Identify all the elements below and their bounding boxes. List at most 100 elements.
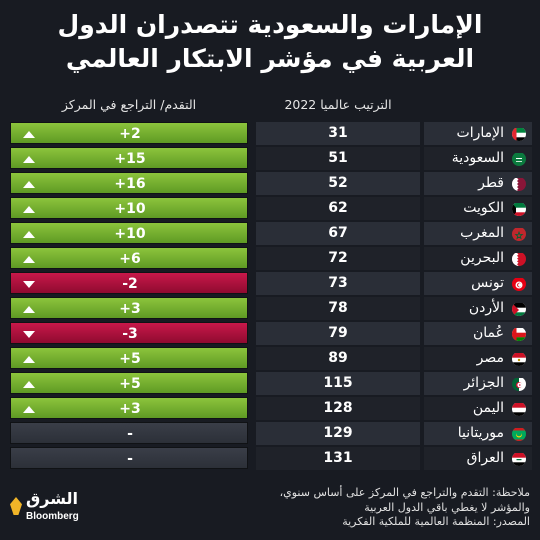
country-name: الكويت [463, 200, 504, 216]
rank-value: 62 [256, 197, 420, 220]
change-value: +5 [119, 351, 141, 367]
note-line-2: والمؤشر لا يغطي باقي الدول العربية [364, 500, 530, 514]
header-change: التقدم/ التراجع في المركز [61, 97, 197, 112]
flag-ae-icon [512, 127, 526, 141]
change-value: +2 [119, 126, 141, 142]
change-bar: +10 [10, 197, 248, 219]
arrow-up-icon [23, 131, 35, 138]
change-value: +5 [119, 376, 141, 392]
change-bar: - [10, 422, 248, 444]
flag-kw-icon [512, 202, 526, 216]
rank-value: 73 [256, 272, 420, 295]
change-value: +3 [119, 401, 141, 417]
change-bar: -2 [10, 272, 248, 294]
country-cell: قطر [424, 172, 532, 195]
flag-mr-icon [512, 427, 526, 441]
rank-value: 72 [256, 247, 420, 270]
title-line-1: الإمارات والسعودية تتصدران الدول [57, 10, 483, 39]
country-name: الأردن [468, 300, 504, 316]
rank-value: 52 [256, 172, 420, 195]
flag-sa-icon [512, 152, 526, 166]
country-name: اليمن [472, 400, 504, 416]
rank-value: 131 [256, 447, 420, 470]
logo-arabic-text: الشرق [26, 489, 79, 508]
source-line: المصدر: المنظمة العالمية للملكية الفكرية [342, 515, 530, 528]
rank-value: 115 [256, 372, 420, 395]
rank-value: 78 [256, 297, 420, 320]
flag-tn-icon [512, 277, 526, 291]
country-name: قطر [478, 175, 504, 191]
header-rank: الترتيب عالميا 2022 [284, 97, 392, 112]
arrow-up-icon [23, 381, 35, 388]
country-cell: تونس [424, 272, 532, 295]
arrow-down-icon [23, 331, 35, 338]
change-value: - [127, 451, 133, 467]
data-table: +2 31 الإمارات +15 51 السعودية +16 52 قطر +10 62 ال… [0, 121, 540, 471]
arrow-down-icon [23, 281, 35, 288]
table-row: -2 73 تونس [0, 271, 540, 296]
flag-dz-icon [512, 377, 526, 391]
chart-title: الإمارات والسعودية تتصدران الدول العربية… [0, 8, 540, 76]
table-row: +5 115 الجزائر [0, 371, 540, 396]
arrow-up-icon [23, 206, 35, 213]
table-row: +3 128 اليمن [0, 396, 540, 421]
country-cell: موريتانيا [424, 422, 532, 445]
rank-value: 51 [256, 147, 420, 170]
flag-iq-icon [512, 452, 526, 466]
arrow-up-icon [23, 231, 35, 238]
change-value: - [127, 426, 133, 442]
change-bar: -3 [10, 322, 248, 344]
flag-ma-icon [512, 227, 526, 241]
footnotes: ملاحظة: التقدم والتراجع في المركز على أس… [230, 486, 530, 530]
table-row: - 131 العراق [0, 446, 540, 471]
country-cell: الجزائر [424, 372, 532, 395]
change-bar: +16 [10, 172, 248, 194]
country-cell: المغرب [424, 222, 532, 245]
change-value: +10 [114, 201, 146, 217]
table-row: +15 51 السعودية [0, 146, 540, 171]
country-cell: مصر [424, 347, 532, 370]
table-row: +2 31 الإمارات [0, 121, 540, 146]
arrow-up-icon [23, 406, 35, 413]
change-bar: +15 [10, 147, 248, 169]
rank-value: 129 [256, 422, 420, 445]
flag-ye-icon [512, 402, 526, 416]
change-bar: - [10, 447, 248, 469]
rank-value: 67 [256, 222, 420, 245]
table-row: +16 52 قطر [0, 171, 540, 196]
country-cell: العراق [424, 447, 532, 470]
change-bar: +5 [10, 372, 248, 394]
change-bar: +3 [10, 297, 248, 319]
country-cell: عُمان [424, 322, 532, 345]
table-row: +5 89 مصر [0, 346, 540, 371]
title-line-2: العربية في مؤشر الابتكار العالمي [65, 44, 475, 73]
country-cell: الكويت [424, 197, 532, 220]
asharq-bloomberg-logo: الشرق Bloomberg [8, 489, 100, 523]
arrow-up-icon [23, 306, 35, 313]
rank-value: 128 [256, 397, 420, 420]
country-cell: البحرين [424, 247, 532, 270]
change-bar: +10 [10, 222, 248, 244]
arrow-up-icon [23, 156, 35, 163]
change-value: +15 [114, 151, 146, 167]
country-name: الإمارات [456, 125, 504, 141]
table-row: -3 79 عُمان [0, 321, 540, 346]
change-bar: +2 [10, 122, 248, 144]
rank-value: 79 [256, 322, 420, 345]
change-value: +6 [119, 251, 141, 267]
change-value: -3 [122, 326, 138, 342]
table-row: +10 62 الكويت [0, 196, 540, 221]
country-name: العراق [466, 450, 504, 466]
country-name: الجزائر [463, 375, 504, 391]
arrow-up-icon [23, 356, 35, 363]
country-name: تونس [471, 275, 504, 291]
country-name: عُمان [473, 325, 504, 341]
flag-bh-icon [512, 252, 526, 266]
country-name: البحرين [460, 250, 504, 266]
country-name: السعودية [451, 150, 504, 166]
table-row: +3 78 الأردن [0, 296, 540, 321]
change-value: +16 [114, 176, 146, 192]
arrow-up-icon [23, 256, 35, 263]
flag-jo-icon [512, 302, 526, 316]
flag-qa-icon [512, 177, 526, 191]
